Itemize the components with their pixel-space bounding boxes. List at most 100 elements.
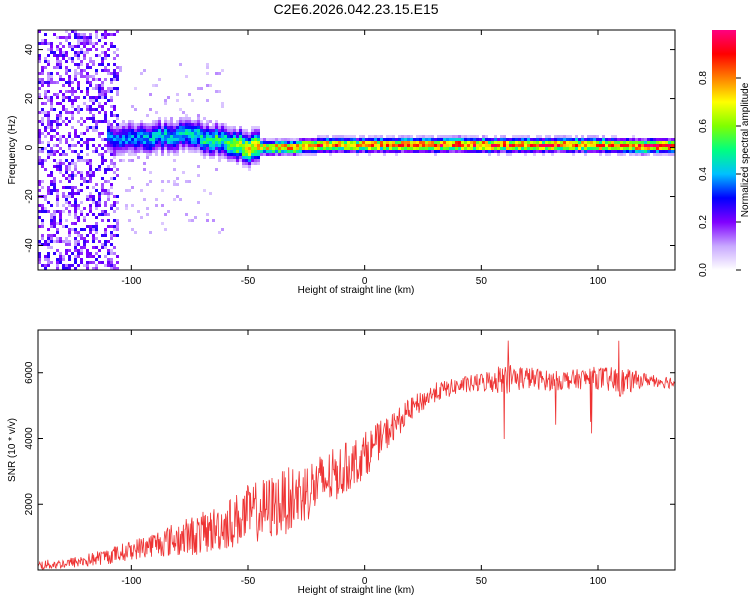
- spectrogram-cell: [101, 177, 104, 180]
- spectrogram-cell: [164, 132, 167, 135]
- spectrogram-cell: [98, 198, 101, 201]
- spectrogram-cell: [374, 150, 377, 153]
- spectrogram-cell: [200, 141, 203, 144]
- spectrogram-cell: [482, 147, 485, 150]
- spectrogram-cell: [230, 129, 233, 132]
- spectrogram-cell: [635, 150, 638, 153]
- spectrogram-cell: [131, 228, 134, 231]
- spectrogram-cell: [47, 141, 50, 144]
- spectrogram-cell: [254, 138, 257, 141]
- spectrogram-cell: [236, 129, 239, 132]
- spectrogram-cell: [287, 138, 290, 141]
- spectrogram-cell: [104, 78, 107, 81]
- spectrogram-cell: [374, 138, 377, 141]
- spectrogram-cell: [77, 153, 80, 156]
- spectrogram-cell: [110, 204, 113, 207]
- spectrogram-cell: [62, 93, 65, 96]
- spectrogram-cell: [80, 72, 83, 75]
- spectrogram-cell: [599, 153, 602, 156]
- spectrogram-cell: [203, 156, 206, 159]
- spectrogram-cell: [365, 144, 368, 147]
- spectrogram-cell: [257, 153, 260, 156]
- spectrogram-cell: [185, 132, 188, 135]
- spectrogram-cell: [116, 255, 119, 258]
- spectrogram-cell: [344, 144, 347, 147]
- spectrogram-cell: [68, 210, 71, 213]
- spectrogram-cell: [236, 138, 239, 141]
- spectrogram-cell: [56, 201, 59, 204]
- spectrogram-cell: [242, 147, 245, 150]
- spectrogram-cell: [44, 135, 47, 138]
- spectrogram-cell: [80, 39, 83, 42]
- spectrogram-cell: [128, 123, 131, 126]
- spectrogram-cell: [275, 150, 278, 153]
- spectrogram-cell: [95, 72, 98, 75]
- spectrogram-cell: [89, 36, 92, 39]
- spectrogram-cell: [233, 150, 236, 153]
- spectrogram-cell: [68, 213, 71, 216]
- spectrogram-cell: [236, 156, 239, 159]
- spectrogram-cell: [383, 150, 386, 153]
- spectrogram-cell: [614, 147, 617, 150]
- spectrogram-cell: [209, 84, 212, 87]
- spectrogram-cell: [86, 87, 89, 90]
- spectrogram-cell: [98, 111, 101, 114]
- spectrogram-cell: [239, 129, 242, 132]
- spectrogram-cell: [68, 177, 71, 180]
- spectrogram-cell: [269, 147, 272, 150]
- spectrogram-cell: [95, 237, 98, 240]
- spectrogram-cell: [305, 147, 308, 150]
- spectrogram-cell: [86, 66, 89, 69]
- spectrogram-cell: [482, 144, 485, 147]
- spectrogram-cell: [128, 135, 131, 138]
- spectrogram-cell: [173, 168, 176, 171]
- spectrogram-cell: [74, 132, 77, 135]
- spectrogram-cell: [125, 189, 128, 192]
- spectrogram-cell: [116, 87, 119, 90]
- spectrogram-cell: [587, 138, 590, 141]
- spectrogram-cell: [68, 192, 71, 195]
- spectrogram-cell: [392, 135, 395, 138]
- spectrogram-cell: [107, 252, 110, 255]
- spectrogram-cell: [41, 237, 44, 240]
- spectrogram-cell: [320, 144, 323, 147]
- spectrogram-cell: [449, 141, 452, 144]
- spectrogram-cell: [110, 90, 113, 93]
- spectrogram-cell: [218, 135, 221, 138]
- spectrogram-x-label: Height of straight line (km): [298, 285, 415, 296]
- spectrogram-cell: [83, 177, 86, 180]
- spectrogram-cell: [662, 153, 665, 156]
- spectrogram-cell: [371, 141, 374, 144]
- spectrogram-cell: [92, 150, 95, 153]
- spectrogram-cell: [389, 150, 392, 153]
- spectrogram-cell: [401, 141, 404, 144]
- spectrogram-cell: [89, 228, 92, 231]
- spectrogram-cell: [182, 129, 185, 132]
- spectrogram-cell: [446, 150, 449, 153]
- spectrogram-cell: [59, 48, 62, 51]
- spectrogram-cell: [80, 258, 83, 261]
- spectrogram-cell: [53, 183, 56, 186]
- spectrogram-cell: [56, 192, 59, 195]
- spectrogram-cell: [428, 138, 431, 141]
- spectrogram-cell: [623, 150, 626, 153]
- spectrogram-cell: [113, 201, 116, 204]
- spectrogram-cell: [257, 156, 260, 159]
- spectrogram-cell: [110, 126, 113, 129]
- spectrogram-cell: [74, 165, 77, 168]
- spectrogram-cell: [41, 210, 44, 213]
- spectrogram-cell: [227, 144, 230, 147]
- spectrogram-cell: [80, 36, 83, 39]
- spectrogram-cell: [671, 138, 674, 141]
- spectrogram-cell: [431, 147, 434, 150]
- spectrogram-cell: [137, 129, 140, 132]
- spectrogram-cell: [563, 150, 566, 153]
- spectrogram-cell: [176, 153, 179, 156]
- spectrogram-cell: [104, 171, 107, 174]
- spectrogram-cell: [47, 201, 50, 204]
- spectrogram-cell: [230, 141, 233, 144]
- spectrogram-cell: [167, 210, 170, 213]
- spectrogram-cell: [50, 102, 53, 105]
- spectrogram-cell: [206, 63, 209, 66]
- spectrogram-cell: [245, 162, 248, 165]
